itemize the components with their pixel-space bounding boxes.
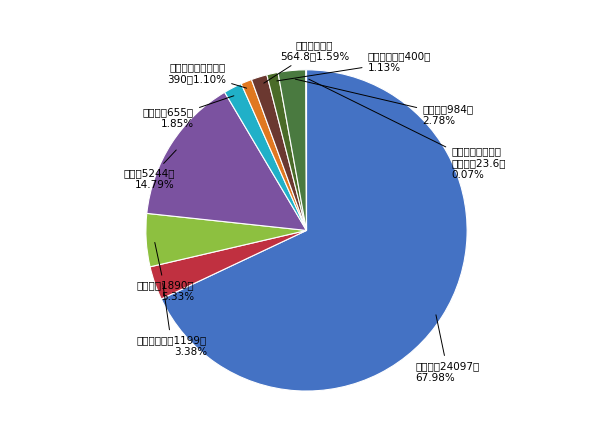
Wedge shape [146, 213, 306, 267]
Text: 废有色金属，1199，
3.38%: 废有色金属，1199， 3.38% [137, 283, 207, 357]
Text: 废玻璃，984，
2.78%: 废玻璃，984， 2.78% [295, 79, 473, 125]
Text: 废电池（铅酸电池
除外），23.6，
0.07%: 废电池（铅酸电池 除外），23.6， 0.07% [309, 79, 506, 180]
Wedge shape [224, 84, 306, 231]
Text: 废旧纺织品，400，
1.13%: 废旧纺织品，400， 1.13% [277, 51, 431, 81]
Text: 废塑料，1890，
5.33%: 废塑料，1890， 5.33% [137, 242, 194, 302]
Text: 报废机动车，
564.8，1.59%: 报废机动车， 564.8，1.59% [264, 40, 349, 83]
Text: 废轮胎，655，
1.85%: 废轮胎，655， 1.85% [143, 96, 234, 129]
Wedge shape [161, 70, 467, 391]
Wedge shape [150, 231, 306, 299]
Wedge shape [147, 92, 306, 231]
Wedge shape [251, 75, 306, 231]
Wedge shape [267, 73, 306, 231]
Text: 废弃电器电子产品，
390，1.10%: 废弃电器电子产品， 390，1.10% [167, 62, 246, 88]
Wedge shape [278, 70, 306, 231]
Text: 废钢铁，24097，
67.98%: 废钢铁，24097， 67.98% [416, 315, 480, 382]
Wedge shape [241, 80, 306, 231]
Text: 废纸，5244，
14.79%: 废纸，5244， 14.79% [123, 150, 177, 190]
